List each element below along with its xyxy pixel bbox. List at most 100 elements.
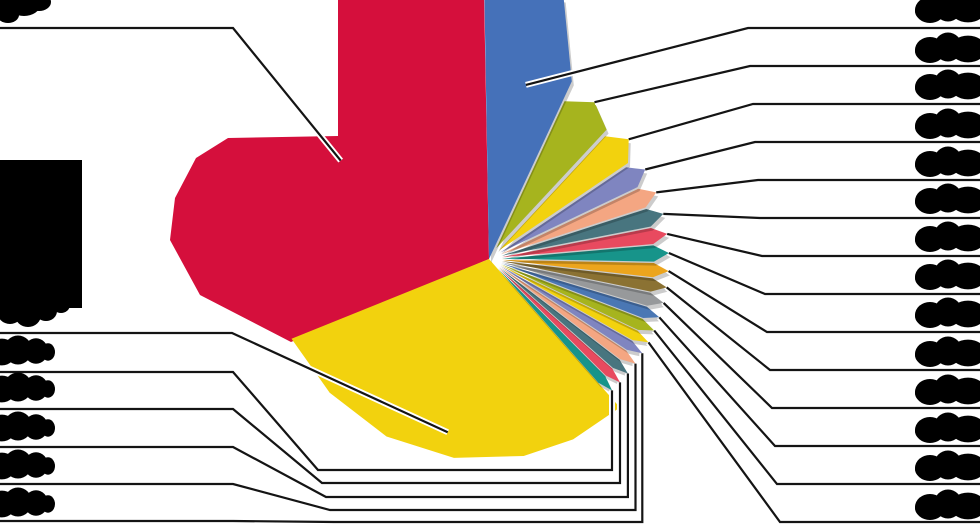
leader-line-right-stblue [658, 316, 980, 448]
redaction-lump [915, 43, 929, 59]
redaction-lump [41, 419, 55, 437]
redaction-lump [950, 339, 980, 367]
redaction-lump [4, 335, 32, 365]
redacted-label-right-8 [915, 297, 980, 329]
redaction-lump [950, 111, 980, 139]
redaction-lump [15, 303, 41, 327]
redaction-lump [915, 500, 929, 516]
redaction-lump [950, 453, 980, 481]
leader-line-right-olive2 [653, 329, 980, 486]
redaction-lump [24, 338, 48, 364]
pie-slice-red [170, 0, 489, 342]
pie-slice-slate [500, 167, 646, 253]
redaction-lump [915, 308, 929, 324]
redacted-label-bottomleft-3 [0, 449, 55, 480]
leader-line-right-brown [666, 286, 980, 372]
redaction-lump [950, 0, 980, 23]
redacted-label-right-13 [915, 489, 980, 521]
pie-slice-teal [502, 245, 669, 262]
redaction-lump [24, 490, 48, 516]
redaction-lump [915, 194, 929, 210]
leader-line-leftmid-yellow_big [0, 331, 449, 434]
redacted-block-left [0, 160, 82, 308]
redaction-lump [915, 270, 929, 286]
leader-line-right-yellow2 [647, 341, 980, 524]
redaction-lump [950, 149, 980, 177]
redaction-lump [4, 411, 32, 441]
leader-line-right-teal [668, 251, 980, 296]
redacted-label-right-10 [915, 374, 980, 406]
redacted-block-left-edge [0, 297, 70, 327]
redacted-label-bottomleft-0 [0, 335, 55, 366]
pie-slice-crimson2 [498, 267, 620, 383]
leader-line-right-blue [525, 26, 980, 86]
leader-casing-right-blue [525, 25, 980, 88]
redaction-lump [950, 300, 980, 328]
leader-line-bottomleft-dkteal2 [0, 373, 630, 499]
pie-slice-stblue [501, 263, 660, 318]
leader-line-bottomleft-teal2 [0, 370, 614, 472]
redaction-lump [24, 452, 48, 478]
pie-slice-dkteal2 [499, 267, 628, 374]
pie-slice-slate2 [500, 265, 643, 354]
pie-slice-dkteal [501, 209, 664, 256]
leader-line-topleft-red [0, 26, 342, 162]
pie-slice-olive2 [500, 264, 655, 331]
leader-line-right-orange [668, 270, 980, 334]
leader-line-right-yellow3 [628, 102, 980, 141]
redaction-lump [915, 423, 929, 439]
redacted-label-right-7 [915, 259, 980, 291]
redacted-label-topleft [0, 0, 51, 23]
pie-slice-yellow2 [500, 265, 649, 343]
redacted-label-right-12 [915, 450, 980, 482]
leader-line-right-slate [644, 140, 980, 171]
redacted-label-right-1 [915, 32, 980, 64]
redaction-lump [915, 3, 929, 19]
redaction-lump [35, 301, 57, 321]
leader-line-bottomleft-crimson2 [0, 382, 622, 485]
redaction-lump [950, 262, 980, 290]
redaction-lump [52, 297, 70, 313]
redaction-lump [24, 375, 48, 401]
leader-line-right-crimson [666, 232, 980, 258]
redaction-lump [4, 372, 32, 402]
redaction-lump [41, 343, 55, 361]
pie-slice-salmon [501, 188, 657, 255]
redaction-lump [41, 457, 55, 475]
redacted-label-bottomleft-4 [0, 487, 55, 518]
redaction-lump [950, 224, 980, 252]
redacted-label-bottomleft-2 [0, 411, 55, 442]
leader-line-bottomleft-slate2 [0, 353, 644, 524]
redacted-label-right-5 [915, 183, 980, 215]
redaction-lump [915, 232, 929, 248]
leader-line-right-olive [594, 64, 980, 104]
redaction-lump [915, 157, 929, 173]
pie-slice-teal2 [497, 268, 612, 391]
redaction-lump [915, 385, 929, 401]
redaction-lump [0, 7, 19, 23]
pie-slice-brown [501, 261, 667, 292]
pie-slice-yellow3 [498, 136, 629, 251]
redaction-lump [950, 377, 980, 405]
redacted-label-right-3 [915, 108, 980, 140]
redaction-lump [915, 80, 929, 96]
redaction-lump [950, 35, 980, 63]
leader-line-bottomleft-salmon2 [0, 363, 637, 512]
redaction-lump [915, 119, 929, 135]
pie-slice-orange [502, 259, 669, 278]
leader-line-right-gray [662, 302, 980, 410]
redacted-label-right-2 [915, 69, 980, 101]
redacted-label-right-0 [915, 0, 980, 24]
pie-slice-shadow-brown [503, 265, 669, 296]
pie-slice-olive [496, 101, 607, 249]
redaction-lump [950, 492, 980, 520]
redaction-lump [4, 449, 32, 479]
redaction-lump [950, 72, 980, 100]
redaction-lump [950, 415, 980, 443]
pie-slice-blue [484, 0, 572, 259]
pie-slice-crimson [501, 228, 668, 258]
redaction-lump [24, 414, 48, 440]
redaction-lump [4, 487, 32, 517]
